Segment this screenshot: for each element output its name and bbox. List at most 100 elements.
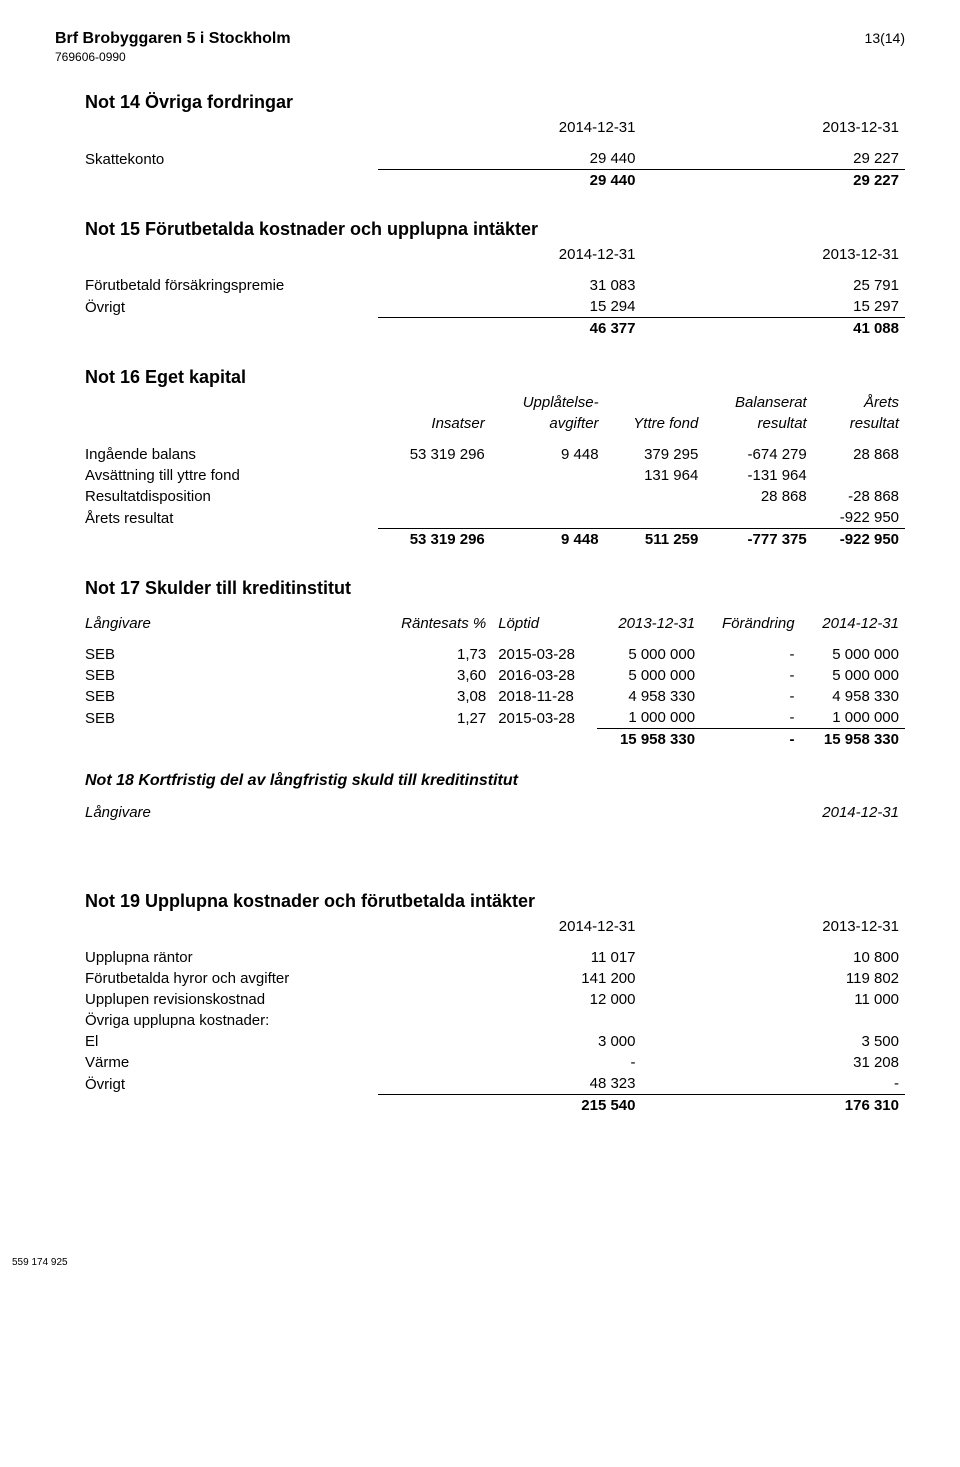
not19-total-2: 176 310 bbox=[642, 1095, 906, 1117]
cell bbox=[378, 486, 491, 507]
cell bbox=[605, 507, 705, 529]
not14-col2: 2013-12-31 bbox=[642, 117, 906, 138]
cell: - bbox=[701, 686, 801, 707]
not17-head-c4: Förändring bbox=[701, 613, 801, 634]
page-header: Brf Brobyggaren 5 i Stockholm 769606-099… bbox=[55, 30, 905, 64]
cell: 119 802 bbox=[642, 968, 906, 989]
not17-head-c2: Löptid bbox=[492, 613, 596, 634]
cell: -28 868 bbox=[813, 486, 905, 507]
cell: 15 294 bbox=[378, 296, 642, 318]
table-row-label: Årets resultat bbox=[55, 507, 378, 529]
not16-total-c4: -777 375 bbox=[704, 529, 812, 551]
footer-id: 559 174 925 bbox=[12, 1257, 68, 1268]
cell: 10 800 bbox=[642, 947, 906, 968]
cell: - bbox=[642, 1073, 906, 1095]
cell: 15 297 bbox=[642, 296, 906, 318]
cell: 3 000 bbox=[378, 1031, 642, 1052]
table-row-label: SEB bbox=[55, 665, 378, 686]
not19-total-1: 215 540 bbox=[378, 1095, 642, 1117]
cell: 1,73 bbox=[378, 644, 492, 665]
table-row-label: Resultatdisposition bbox=[55, 486, 378, 507]
not18-c1: 2014-12-31 bbox=[378, 802, 905, 823]
cell: 11 017 bbox=[378, 947, 642, 968]
cell: 1 000 000 bbox=[597, 707, 701, 729]
not17-head-c0: Långivare bbox=[55, 613, 378, 634]
not19-col2: 2013-12-31 bbox=[642, 916, 906, 937]
cell: 4 958 330 bbox=[801, 686, 905, 707]
not17-table: Långivare Räntesats % Löptid 2013-12-31 … bbox=[55, 603, 905, 750]
not19-col1: 2014-12-31 bbox=[378, 916, 642, 937]
cell bbox=[378, 1010, 642, 1031]
not15-total-2: 41 088 bbox=[642, 318, 906, 340]
cell: 48 323 bbox=[378, 1073, 642, 1095]
cell: 2015-03-28 bbox=[492, 707, 596, 729]
not16-head-c2a: Upplåtelse- bbox=[491, 392, 605, 413]
cell: 2015-03-28 bbox=[492, 644, 596, 665]
cell: 5 000 000 bbox=[597, 644, 701, 665]
cell: 1,27 bbox=[378, 707, 492, 729]
cell bbox=[378, 465, 491, 486]
cell: 2018-11-28 bbox=[492, 686, 596, 707]
not17-head-c5: 2014-12-31 bbox=[801, 613, 905, 634]
not16-title: Not 16 Eget kapital bbox=[55, 367, 905, 388]
not18-c0: Långivare bbox=[55, 802, 378, 823]
cell: 5 000 000 bbox=[597, 665, 701, 686]
not17-head-c1: Räntesats % bbox=[378, 613, 492, 634]
not15-title: Not 15 Förutbetalda kostnader och upplup… bbox=[55, 219, 905, 240]
cell: - bbox=[701, 644, 801, 665]
not15-col2: 2013-12-31 bbox=[642, 244, 906, 265]
not17-total-c4: - bbox=[701, 729, 801, 751]
org-id: 769606-0990 bbox=[55, 50, 291, 64]
cell: -131 964 bbox=[704, 465, 812, 486]
not19-table: 2014-12-31 2013-12-31 Upplupna räntor 11… bbox=[55, 916, 905, 1116]
not14-total-2: 29 227 bbox=[642, 170, 906, 192]
not17-head-c3: 2013-12-31 bbox=[597, 613, 701, 634]
cell: 1 000 000 bbox=[801, 707, 905, 729]
table-row-label: SEB bbox=[55, 707, 378, 729]
cell: - bbox=[701, 665, 801, 686]
cell: 25 791 bbox=[642, 275, 906, 296]
not14-total-1: 29 440 bbox=[378, 170, 642, 192]
not16-head-c2b: avgifter bbox=[491, 413, 605, 434]
cell bbox=[491, 486, 605, 507]
cell: 379 295 bbox=[605, 444, 705, 465]
not16-total-c1: 53 319 296 bbox=[378, 529, 491, 551]
cell: 131 964 bbox=[605, 465, 705, 486]
cell bbox=[378, 507, 491, 529]
table-row-label: Avsättning till yttre fond bbox=[55, 465, 378, 486]
not18-table: Långivare 2014-12-31 bbox=[55, 792, 905, 823]
cell bbox=[491, 507, 605, 529]
table-row-label: Värme bbox=[55, 1052, 378, 1073]
cell bbox=[813, 465, 905, 486]
cell: 31 208 bbox=[642, 1052, 906, 1073]
cell: 11 000 bbox=[642, 989, 906, 1010]
cell: 141 200 bbox=[378, 968, 642, 989]
table-row-label: SEB bbox=[55, 644, 378, 665]
not16-total-c2: 9 448 bbox=[491, 529, 605, 551]
not16-table: Upplåtelse- Balanserat Årets Insatser av… bbox=[55, 392, 905, 550]
cell bbox=[491, 465, 605, 486]
cell: -922 950 bbox=[813, 507, 905, 529]
not17-total-c5: 15 958 330 bbox=[801, 729, 905, 751]
not14-title: Not 14 Övriga fordringar bbox=[55, 92, 905, 113]
not16-head-c4a: Balanserat bbox=[704, 392, 812, 413]
table-row-label: Upplupna räntor bbox=[55, 947, 378, 968]
cell: 29 440 bbox=[378, 148, 642, 170]
cell: 9 448 bbox=[491, 444, 605, 465]
cell: 3,08 bbox=[378, 686, 492, 707]
not19-title: Not 19 Upplupna kostnader och förutbetal… bbox=[55, 891, 905, 912]
table-row-label: El bbox=[55, 1031, 378, 1052]
cell bbox=[605, 486, 705, 507]
table-row-label: Övrigt bbox=[55, 296, 378, 318]
cell: 3 500 bbox=[642, 1031, 906, 1052]
cell: 5 000 000 bbox=[801, 665, 905, 686]
cell bbox=[642, 1010, 906, 1031]
table-row-label: Förutbetald försäkringspremie bbox=[55, 275, 378, 296]
not14-col1: 2014-12-31 bbox=[378, 117, 642, 138]
cell: 53 319 296 bbox=[378, 444, 491, 465]
table-row-label: Ingående balans bbox=[55, 444, 378, 465]
not16-head-c4b: resultat bbox=[704, 413, 812, 434]
not15-table: 2014-12-31 2013-12-31 Förutbetald försäk… bbox=[55, 244, 905, 339]
cell: - bbox=[378, 1052, 642, 1073]
cell: 2016-03-28 bbox=[492, 665, 596, 686]
